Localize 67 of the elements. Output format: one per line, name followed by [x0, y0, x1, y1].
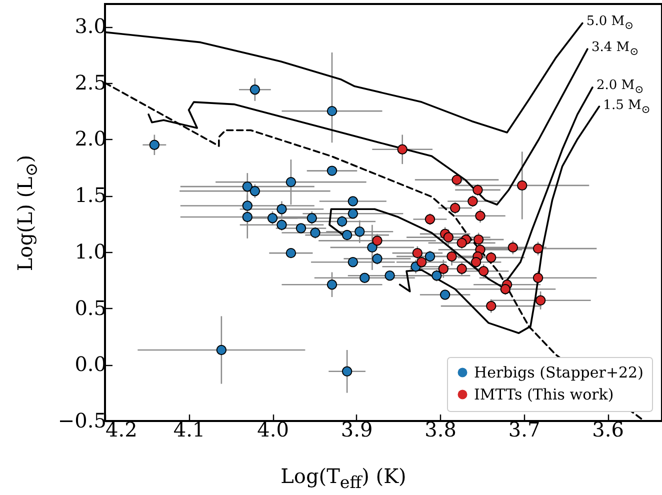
legend-label: IMTTs (This work): [474, 386, 614, 404]
y-tick-label: 1.5: [74, 183, 106, 208]
point: [508, 242, 518, 253]
point: [486, 252, 496, 263]
point: [348, 196, 358, 206]
legend-label: Herbigs (Stapper+22): [474, 364, 644, 382]
point: [478, 266, 489, 276]
point: [438, 264, 448, 274]
point: [242, 181, 252, 192]
point: [326, 280, 338, 290]
x-tick-label: 3.7: [508, 418, 540, 442]
point: [535, 295, 546, 306]
point: [310, 228, 320, 238]
point: [354, 226, 365, 237]
y-tick-label: 2.5: [74, 70, 106, 94]
point: [532, 243, 544, 254]
x-tick-label: 3.8: [424, 418, 456, 442]
x-tick-label: 4.2: [106, 418, 138, 442]
x-axis-title: Log(T$_{eff}$) (K): [280, 464, 406, 492]
point: [384, 270, 395, 281]
point: [360, 272, 370, 283]
point: [216, 344, 227, 356]
line-series: [398, 106, 600, 334]
x-tick-label: 3.6: [592, 418, 624, 442]
annotation: 5.0 M$_{⊙}$: [586, 14, 634, 32]
point: [336, 216, 348, 227]
point: [242, 200, 252, 211]
x-tick-label: 3.9: [340, 418, 373, 442]
point: [456, 264, 467, 274]
x-tick-label: 4.1: [173, 418, 206, 442]
y-tick-label: −0.5: [58, 408, 106, 432]
point: [250, 186, 260, 196]
point: [267, 213, 278, 224]
point: [424, 214, 436, 224]
point: [424, 251, 436, 262]
point: [397, 144, 408, 154]
point: [456, 238, 467, 248]
point: [286, 176, 296, 188]
annotation: 2.0 M$_{⊙}$: [596, 78, 644, 96]
point: [149, 140, 160, 150]
point: [517, 180, 528, 191]
y-tick-label: 0.5: [74, 296, 106, 320]
point: [475, 210, 486, 221]
point: [286, 248, 296, 258]
point: [326, 166, 338, 176]
annotation: 3.4 M$_{⊙}$: [591, 40, 639, 58]
point: [296, 223, 306, 234]
point: [372, 254, 382, 264]
point: [348, 208, 358, 219]
point: [342, 230, 352, 240]
point: [326, 106, 338, 116]
point: [443, 232, 454, 242]
point: [367, 242, 378, 253]
point: [348, 256, 358, 268]
point: [440, 290, 450, 300]
point: [242, 212, 252, 222]
point: [306, 213, 317, 224]
x-tick-label: 4.0: [257, 418, 289, 442]
annotation: 1.5 M$_{⊙}$: [603, 98, 650, 116]
point: [276, 204, 287, 214]
point: [250, 84, 260, 95]
point: [416, 256, 427, 268]
point: [342, 366, 352, 377]
point: [500, 284, 510, 294]
point: [446, 251, 457, 262]
point: [372, 236, 382, 246]
point: [472, 184, 483, 196]
